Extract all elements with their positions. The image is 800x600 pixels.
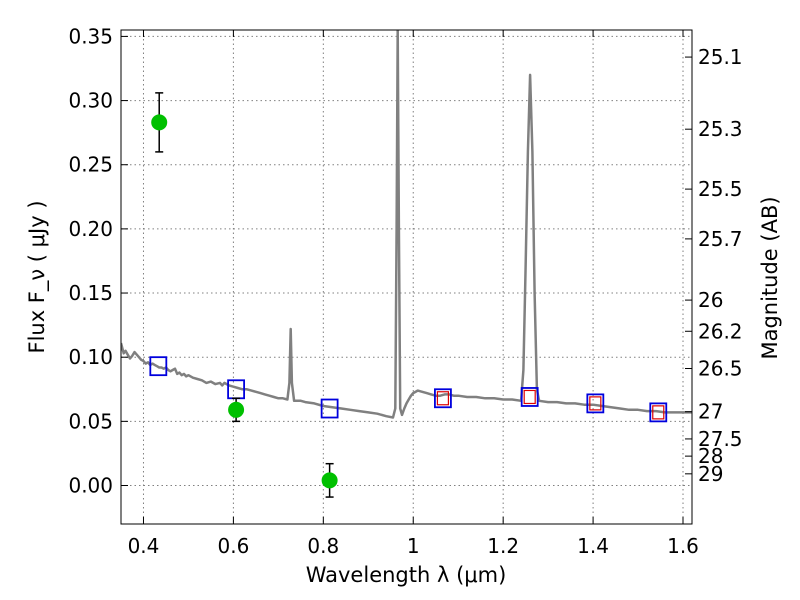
observed-photometry-point: [228, 401, 245, 418]
y-tick-label: 0.25: [68, 153, 113, 177]
x-tick-label: 0.4: [128, 534, 160, 558]
model-photometry-inner-square: [436, 391, 450, 406]
x-tick-label: 1.6: [667, 534, 699, 558]
magnitude-tick-label: 25.3: [698, 117, 743, 141]
y-axis-label: Flux F_ν ( μJy ): [25, 200, 50, 353]
magnitude-tick-label: 26: [698, 288, 723, 312]
magnitude-tick-label: 25.7: [698, 227, 743, 251]
observed-photometry-point: [321, 472, 338, 489]
model-photometry-square: [649, 402, 668, 423]
y-tick-label: 0.10: [68, 345, 113, 369]
magnitude-tick-label: 28: [698, 444, 723, 468]
grid: [121, 30, 692, 524]
model-photometry-inner-square: [652, 405, 665, 420]
x-tick-label: 0.8: [307, 534, 339, 558]
y-axis-right-label: Magnitude (AB): [758, 196, 782, 359]
magnitude-tick-label: 29: [698, 462, 723, 486]
y-tick-label: 0.35: [68, 24, 113, 48]
magnitude-tick-label: 26.2: [698, 319, 743, 343]
x-tick-label: 1.4: [577, 534, 609, 558]
model-photometry-inner-square: [589, 396, 602, 411]
model-photometry-square: [149, 356, 168, 377]
y-tick-label: 0.00: [68, 474, 113, 498]
magnitude-tick-label: 25.5: [698, 177, 743, 201]
magnitude-tick-label: 27.5: [698, 427, 743, 451]
plot-frame: [120, 29, 693, 525]
magnitude-tick-label: 26.5: [698, 356, 743, 380]
x-tick-label: 1: [407, 534, 420, 558]
y-tick-label: 0.30: [68, 89, 113, 113]
x-axis-label: Wavelength λ (μm): [306, 563, 507, 587]
observed-photometry-point: [151, 114, 168, 131]
model-photometry-square: [520, 387, 539, 407]
sed-spectrum-line: [121, 30, 692, 419]
y-tick-label: 0.15: [68, 281, 113, 305]
x-tick-label: 1.2: [487, 534, 519, 558]
y-tick-label: 0.20: [68, 217, 113, 241]
model-photometry-square: [320, 398, 339, 419]
x-tick-label: 0.6: [217, 534, 249, 558]
model-photometry-square: [434, 388, 452, 409]
model-photometry-inner-square: [523, 389, 536, 405]
y-tick-label: 0.05: [68, 409, 113, 433]
model-photometry-square: [586, 393, 605, 414]
magnitude-tick-label: 27: [698, 400, 723, 424]
axis-ticks: 0.4 0.6 0.8 1 1.2 1.4 1.6 0.00 0.05 0.10 0.15 0.20 0…: [68, 24, 742, 558]
plot-area: [121, 30, 692, 498]
magnitude-tick-label: 25.1: [698, 45, 743, 69]
